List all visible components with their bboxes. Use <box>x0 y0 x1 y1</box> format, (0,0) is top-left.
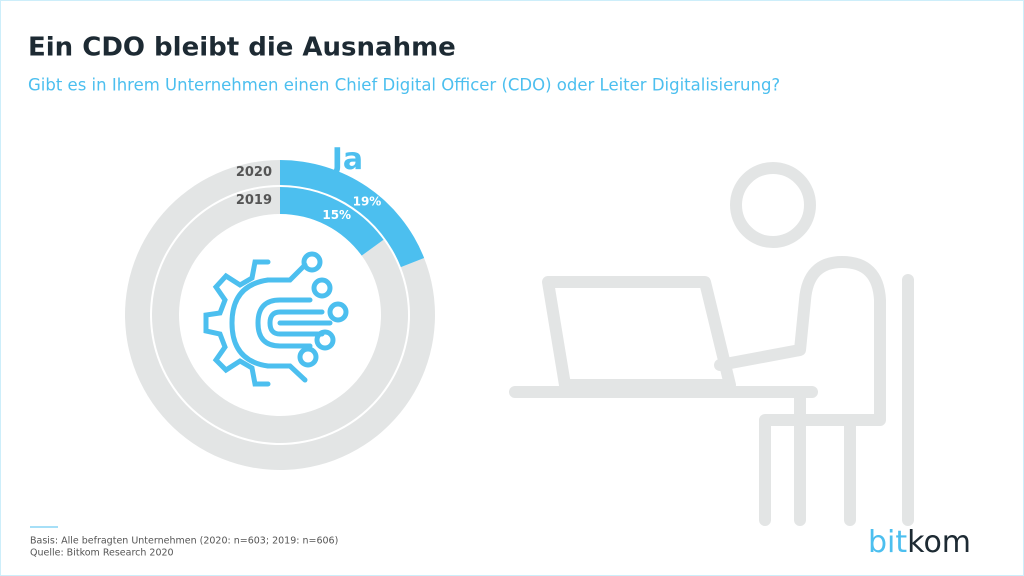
ring <box>125 160 436 470</box>
chart-subtitle: Gibt es in Ihrem Unternehmen einen Chief… <box>28 76 780 95</box>
ring-label: 2019 <box>236 193 272 208</box>
footnote: Quelle: Bitkom Research 2020 <box>30 548 174 559</box>
ring-segment <box>280 187 384 256</box>
footnote: Basis: Alle befragten Unternehmen (2020:… <box>30 536 338 547</box>
ring-segment <box>280 160 425 268</box>
value-label: 19% <box>353 195 382 209</box>
ring <box>152 187 409 443</box>
logo-part: kom <box>907 525 971 560</box>
logo-part: bit <box>868 525 907 560</box>
gear-icon <box>203 251 349 387</box>
person-illustration <box>509 162 914 526</box>
value-label: 15% <box>322 208 351 222</box>
category-label: Ja <box>330 142 363 177</box>
logo: bitkom <box>868 525 971 560</box>
chart-title: Ein CDO bleibt die Ausnahme <box>28 33 456 63</box>
ring-label: 2020 <box>236 165 272 180</box>
